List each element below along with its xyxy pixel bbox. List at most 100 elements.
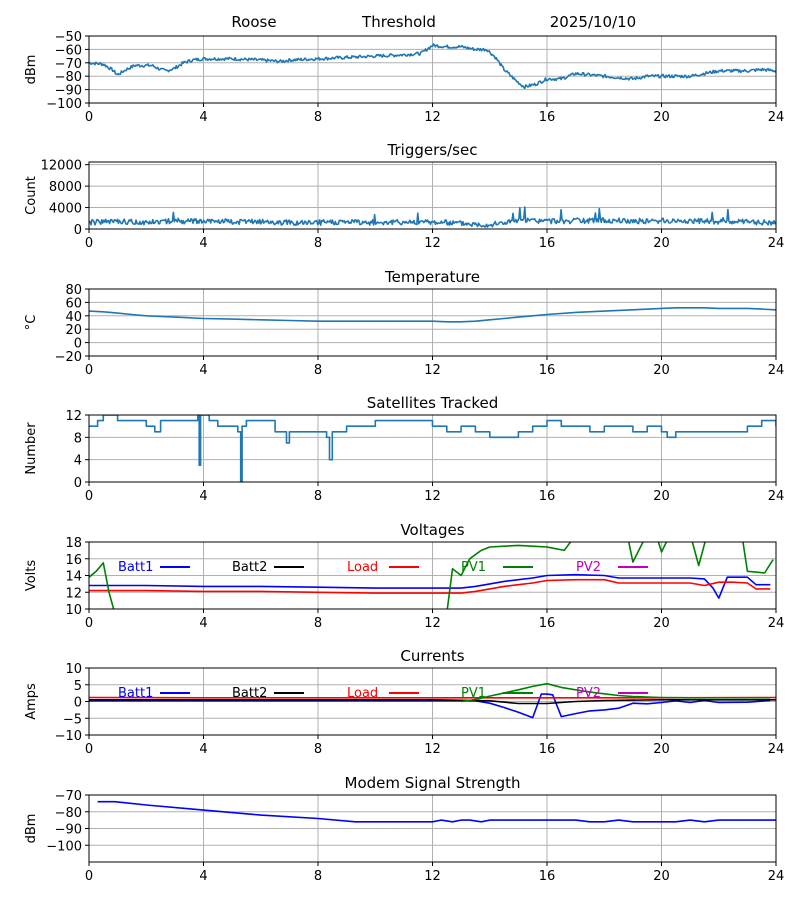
x-tick-label: 20	[653, 363, 670, 378]
panel-title: Modem Signal Strength	[345, 774, 521, 792]
x-tick-label: 20	[653, 489, 670, 504]
panel-title: Temperature	[384, 268, 480, 286]
y-tick-label: 0	[74, 696, 82, 711]
series-line-batt1	[89, 693, 771, 719]
x-tick-label: 8	[314, 869, 322, 884]
y-tick-label: 12	[65, 586, 82, 601]
x-tick-label: 12	[424, 869, 441, 884]
x-tick-label: 12	[424, 616, 441, 631]
x-tick-label: 12	[424, 110, 441, 125]
x-tick-label: 16	[539, 616, 556, 631]
legend-label-load: Load	[347, 686, 378, 701]
x-tick-label: 0	[85, 616, 93, 631]
x-tick-label: 0	[85, 742, 93, 757]
x-tick-label: 24	[768, 363, 785, 378]
panel-frame	[88, 414, 777, 483]
x-tick-label: 16	[539, 869, 556, 884]
x-tick-label: 16	[539, 363, 556, 378]
series-line-satellites	[89, 415, 776, 482]
legend-label-pv1: PV1	[461, 560, 486, 575]
x-tick-label: 0	[85, 869, 93, 884]
x-tick-label: 24	[768, 236, 785, 251]
x-tick-label: 20	[653, 616, 670, 631]
chart-panel-5: 0 4 8 12 16 20 24 −10 −50 5 10 Currents Amps Batt1 Bat…	[24, 647, 784, 757]
y-tick-label: −60	[55, 43, 82, 58]
x-tick-label: 4	[199, 869, 207, 884]
y-tick-label: 0	[74, 223, 82, 238]
y-axis-label: dBm	[24, 814, 39, 844]
y-tick-label: 18	[65, 536, 82, 551]
series-line-load	[89, 578, 771, 594]
y-tick-label: −70	[55, 57, 82, 72]
legend-label-batt1: Batt1	[118, 560, 153, 575]
legend-label-batt2: Batt2	[232, 686, 267, 701]
x-tick-label: 0	[85, 110, 93, 125]
y-tick-label: 20	[65, 323, 82, 338]
y-axis-label: Volts	[24, 560, 39, 592]
series-line-temperature	[89, 307, 776, 323]
header-mode: Threshold	[361, 13, 436, 31]
x-tick-label: 4	[199, 489, 207, 504]
x-tick-label: 0	[85, 363, 93, 378]
y-tick-label: 16	[65, 553, 82, 568]
chart-panel-3: 0 4 8 12 16 20 24 0 4 8 12 Satellites Tracked Number	[24, 394, 784, 504]
x-tick-label: 4	[199, 616, 207, 631]
x-tick-label: 12	[424, 363, 441, 378]
x-tick-label: 16	[539, 110, 556, 125]
y-tick-label: 12	[65, 409, 82, 424]
panel-frame	[88, 288, 777, 357]
panel-title: Currents	[400, 647, 464, 665]
x-tick-label: 16	[539, 489, 556, 504]
x-tick-label: 4	[199, 363, 207, 378]
y-tick-label: 12000	[41, 159, 82, 174]
series-line-batt1	[89, 573, 771, 599]
x-tick-label: 12	[424, 236, 441, 251]
panel-frame	[88, 161, 777, 230]
y-tick-label: 60	[65, 296, 82, 311]
x-tick-label: 4	[199, 110, 207, 125]
y-tick-label: 4000	[49, 202, 82, 217]
y-axis-label: Number	[24, 422, 39, 475]
chart-panel-0: 0 4 8 12 16 20 24 −50−60−70−80−90−100 dBm	[24, 30, 784, 125]
panel-frame	[88, 541, 777, 610]
series-line-pv1	[89, 542, 774, 609]
legend-label-batt2: Batt2	[232, 560, 267, 575]
y-tick-label: −90	[55, 84, 82, 99]
series-line-batt2	[89, 699, 776, 705]
x-tick-label: 12	[424, 742, 441, 757]
chart-panel-1: 0 4 8 12 16 20 24 0 4000 8000 12000 Triggers/sec Cou…	[24, 141, 784, 251]
panel-frame	[88, 794, 777, 863]
y-tick-label: 4	[74, 454, 82, 469]
x-tick-label: 0	[85, 236, 93, 251]
x-tick-label: 4	[199, 742, 207, 757]
x-tick-label: 24	[768, 869, 785, 884]
y-axis-label: Count	[24, 176, 39, 215]
x-tick-label: 20	[653, 742, 670, 757]
x-tick-label: 24	[768, 489, 785, 504]
legend-label-pv2: PV2	[576, 686, 601, 701]
y-tick-label: 5	[74, 679, 82, 694]
y-axis-label: °C	[24, 315, 39, 331]
x-tick-label: 16	[539, 236, 556, 251]
y-tick-label: −5	[63, 712, 82, 727]
x-tick-label: 8	[314, 236, 322, 251]
x-tick-label: 4	[199, 236, 207, 251]
series-line-threshold	[89, 43, 776, 90]
series-line-triggers	[89, 206, 776, 228]
x-tick-label: 0	[85, 489, 93, 504]
y-tick-label: −70	[55, 789, 82, 804]
x-tick-label: 8	[314, 616, 322, 631]
y-tick-label: 0	[74, 476, 82, 491]
x-tick-label: 20	[653, 236, 670, 251]
x-tick-label: 20	[653, 110, 670, 125]
x-tick-label: 24	[768, 616, 785, 631]
x-tick-label: 20	[653, 869, 670, 884]
y-tick-label: −90	[55, 823, 82, 838]
legend-label-load: Load	[347, 560, 378, 575]
legend-label-pv2: PV2	[576, 560, 601, 575]
y-tick-label: −100	[46, 839, 82, 854]
y-tick-label: 8	[74, 431, 82, 446]
